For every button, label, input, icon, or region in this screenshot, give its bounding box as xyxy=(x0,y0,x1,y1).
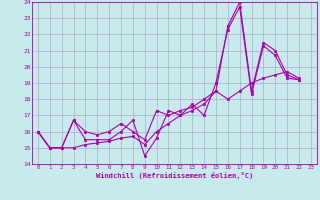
X-axis label: Windchill (Refroidissement éolien,°C): Windchill (Refroidissement éolien,°C) xyxy=(96,172,253,179)
